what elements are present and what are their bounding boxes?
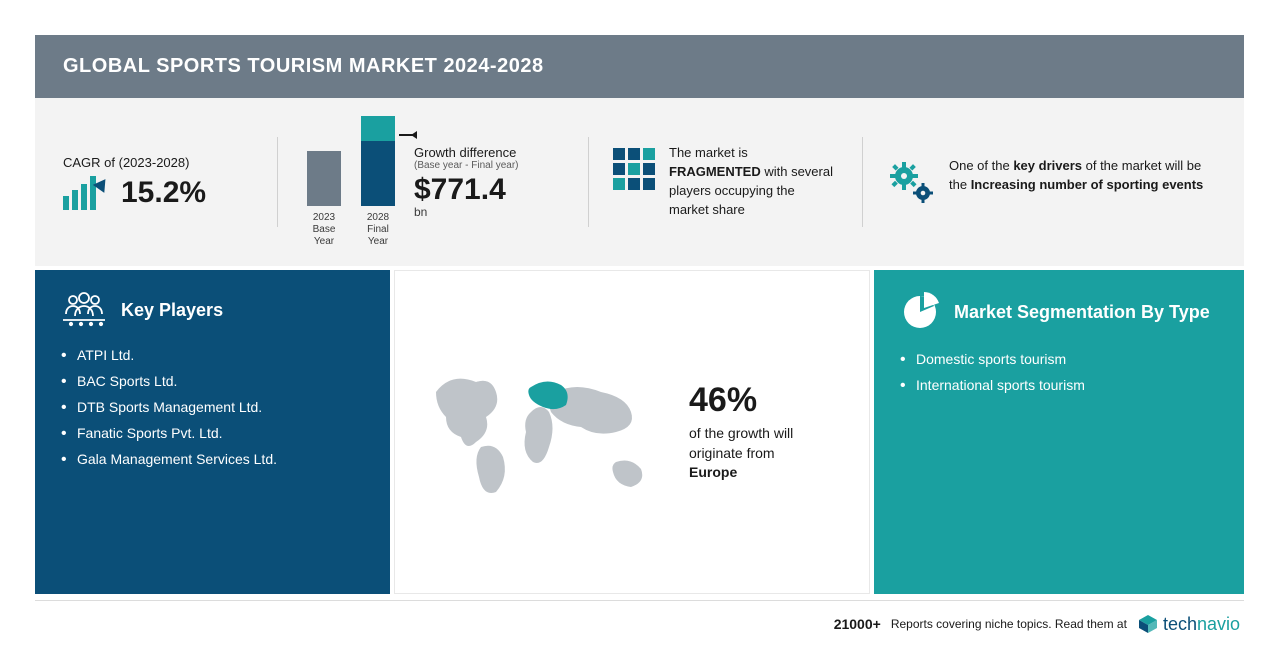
- cagr-label: CAGR of (2023-2028): [63, 155, 253, 170]
- list-item: BAC Sports Ltd.: [61, 368, 364, 394]
- header-title: GLOBAL SPORTS TOURISM MARKET 2024-2028: [63, 55, 544, 77]
- base-year-bar: [307, 151, 341, 206]
- list-item: International sports tourism: [900, 372, 1218, 398]
- cards-row: Key Players ATPI Ltd.BAC Sports Ltd.DTB …: [35, 270, 1244, 594]
- cagr-bars-icon: [63, 176, 109, 210]
- footer-text: Reports covering niche topics. Read them…: [891, 617, 1127, 631]
- growth-diff-label: Growth difference: [414, 145, 564, 160]
- growth-diff-sub: (Base year - Final year): [414, 160, 564, 171]
- geography-card: 46% of the growth will originate from Eu…: [394, 270, 870, 594]
- footer-count: 21000+: [834, 616, 881, 632]
- driver-text: One of the key drivers of the market wil…: [949, 157, 1216, 195]
- pie-chart-icon: [900, 292, 940, 332]
- drivers-block: One of the key drivers of the market wil…: [887, 157, 1216, 207]
- fragmented-text: The market is FRAGMENTED with several pl…: [669, 144, 838, 219]
- list-item: DTB Sports Management Ltd.: [61, 394, 364, 420]
- list-item: Fanatic Sports Pvt. Ltd.: [61, 420, 364, 446]
- base-year-label: 2023Base Year: [302, 212, 346, 248]
- list-item: Gala Management Services Ltd.: [61, 446, 364, 472]
- world-map-icon: [421, 357, 661, 507]
- key-players-card: Key Players ATPI Ltd.BAC Sports Ltd.DTB …: [35, 270, 390, 594]
- segmentation-card: Market Segmentation By Type Domestic spo…: [874, 270, 1244, 594]
- header-band: GLOBAL SPORTS TOURISM MARKET 2024-2028: [35, 35, 1244, 98]
- brand-logo: technavio: [1137, 613, 1240, 635]
- growth-diff-unit: bn: [414, 205, 564, 219]
- people-icon: [61, 292, 107, 328]
- fragmented-block: The market is FRAGMENTED with several pl…: [613, 144, 838, 219]
- growth-bars-chart: 2023Base Year 2028Final Year: [302, 116, 400, 248]
- divider: [277, 137, 278, 227]
- footer: 21000+ Reports covering niche topics. Re…: [35, 600, 1244, 635]
- geography-percent: 46%: [689, 381, 843, 420]
- final-year-bar: [361, 116, 395, 206]
- list-item: ATPI Ltd.: [61, 342, 364, 368]
- final-year-label: 2028Final Year: [356, 212, 400, 248]
- key-players-list: ATPI Ltd.BAC Sports Ltd.DTB Sports Manag…: [61, 342, 364, 472]
- growth-diff-value: $771.4: [414, 175, 564, 205]
- cagr-value: 15.2%: [121, 176, 206, 210]
- gears-icon: [887, 159, 935, 207]
- cagr-block: CAGR of (2023-2028) 15.2%: [63, 155, 253, 210]
- geography-desc: of the growth will originate from Europe: [689, 424, 843, 483]
- brand-cube-icon: [1137, 613, 1159, 635]
- segmentation-list: Domestic sports tourismInternational spo…: [900, 346, 1218, 398]
- growth-difference: Growth difference (Base year - Final yea…: [414, 145, 564, 219]
- divider: [862, 137, 863, 227]
- segmentation-title: Market Segmentation By Type: [954, 302, 1210, 323]
- key-players-title: Key Players: [121, 300, 223, 321]
- brand-name: technavio: [1163, 614, 1240, 635]
- list-item: Domestic sports tourism: [900, 346, 1218, 372]
- fragmented-icon: [613, 148, 655, 190]
- infographic-container: GLOBAL SPORTS TOURISM MARKET 2024-2028 C…: [35, 35, 1244, 635]
- divider: [588, 137, 589, 227]
- growth-block: 2023Base Year 2028Final Year Growth diff…: [302, 116, 564, 248]
- metrics-row: CAGR of (2023-2028) 15.2% 2023Base Year: [35, 98, 1244, 266]
- geography-text: 46% of the growth will originate from Eu…: [689, 381, 843, 483]
